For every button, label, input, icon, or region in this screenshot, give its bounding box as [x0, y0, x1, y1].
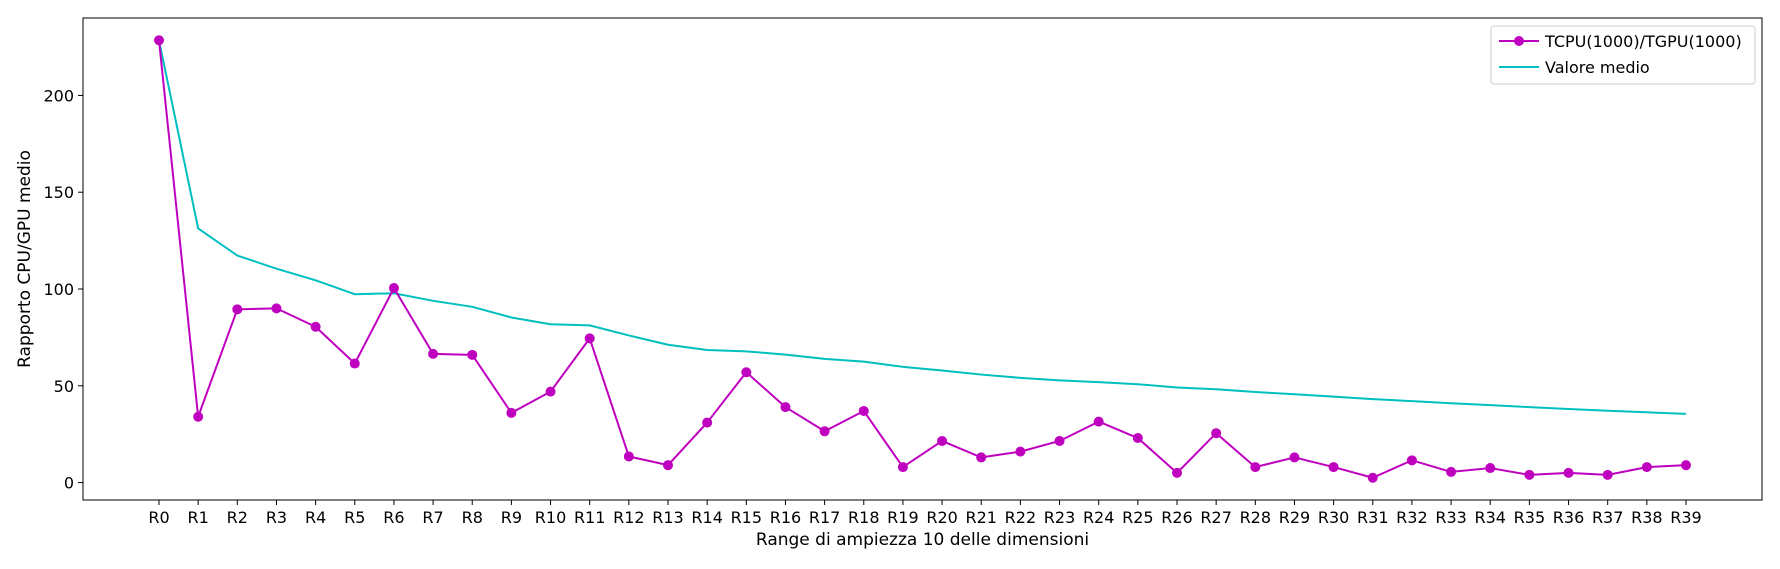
legend-label-valore-medio: Valore medio — [1545, 58, 1650, 77]
data-point — [1641, 462, 1652, 473]
data-point — [1054, 435, 1065, 446]
data-point — [193, 411, 204, 422]
x-tick-label: R13 — [652, 508, 683, 527]
x-tick-label: R29 — [1279, 508, 1310, 527]
x-tick-label: R11 — [574, 508, 605, 527]
y-tick-label: 50 — [54, 377, 74, 396]
x-axis-label: Range di ampiezza 10 delle dimensioni — [756, 530, 1089, 550]
x-tick-label: R5 — [344, 508, 365, 527]
plot-area — [82, 17, 1763, 501]
x-tick-label: R12 — [613, 508, 644, 527]
data-point — [388, 283, 399, 294]
y-tick-label: 0 — [64, 474, 74, 493]
x-tick-label: R27 — [1200, 508, 1231, 527]
data-point — [858, 405, 869, 416]
y-axis: 0 50 100 150 200 — [43, 86, 83, 493]
legend-box — [1490, 25, 1756, 85]
data-point — [428, 348, 439, 359]
x-tick-label: R23 — [1044, 508, 1075, 527]
x-tick-label: R3 — [266, 508, 287, 527]
x-tick-label: R8 — [462, 508, 483, 527]
data-point — [1211, 428, 1222, 439]
y-tick-label: 150 — [43, 183, 74, 202]
data-point — [1132, 433, 1143, 444]
data-point — [897, 462, 908, 473]
x-tick-label: R17 — [809, 508, 840, 527]
x-tick-label: R6 — [383, 508, 404, 527]
x-tick-label: R24 — [1083, 508, 1114, 527]
legend-label-tcpu-tgpu: TCPU(1000)/TGPU(1000) — [1544, 32, 1742, 51]
data-point — [545, 386, 556, 397]
data-point — [1172, 467, 1182, 478]
legend: TCPU(1000)/TGPU(1000) Valore medio — [1490, 25, 1756, 85]
data-point — [1602, 469, 1613, 480]
x-tick-label: R22 — [1005, 508, 1036, 527]
x-tick-label: R2 — [227, 508, 248, 527]
x-tick-label: R33 — [1435, 508, 1466, 527]
x-tick-label: R9 — [501, 508, 522, 527]
data-point — [1485, 463, 1496, 474]
data-point — [154, 35, 164, 46]
data-point — [1406, 455, 1417, 466]
x-tick-label: R35 — [1514, 508, 1545, 527]
x-tick-label: R4 — [305, 508, 326, 527]
y-tick-label: 200 — [43, 86, 74, 105]
x-tick-label: R34 — [1474, 508, 1505, 527]
data-point — [1681, 460, 1691, 471]
data-point — [467, 349, 478, 360]
x-tick-label: R36 — [1553, 508, 1584, 527]
x-tick-label: R31 — [1357, 508, 1388, 527]
data-point — [976, 452, 987, 463]
x-tick-label: R1 — [188, 508, 209, 527]
x-tick-label: R28 — [1240, 508, 1271, 527]
x-tick-label: R15 — [731, 508, 762, 527]
x-tick-label: R10 — [535, 508, 566, 527]
data-point — [741, 367, 752, 378]
data-point — [702, 417, 713, 428]
data-point — [232, 304, 243, 315]
data-point — [349, 358, 360, 369]
x-tick-label: R30 — [1318, 508, 1349, 527]
data-point — [584, 333, 595, 344]
series-line-tcpu-tgpu — [158, 40, 1687, 479]
x-tick-label: R25 — [1122, 508, 1153, 527]
data-point — [310, 321, 321, 332]
data-point — [1093, 416, 1104, 427]
data-point — [819, 426, 830, 437]
data-point — [623, 451, 634, 462]
data-point — [937, 435, 948, 446]
y-tick-label: 100 — [43, 280, 74, 299]
x-tick-label: R14 — [691, 508, 722, 527]
series-line-valore-medio — [158, 40, 1687, 415]
data-point — [1250, 462, 1261, 473]
data-point — [1289, 452, 1300, 463]
data-point — [1563, 467, 1574, 478]
data-point — [1015, 446, 1026, 457]
x-tick-label: R18 — [848, 508, 879, 527]
x-tick-label: R7 — [422, 508, 443, 527]
x-tick-label: R20 — [926, 508, 957, 527]
x-tick-label: R21 — [965, 508, 996, 527]
x-tick-label: R38 — [1631, 508, 1662, 527]
x-tick-label: R37 — [1592, 508, 1623, 527]
x-tick-label: R0 — [148, 508, 169, 527]
data-point — [506, 407, 517, 418]
x-tick-label: R26 — [1161, 508, 1192, 527]
series-layer — [154, 35, 1691, 483]
x-tick-label: R16 — [770, 508, 801, 527]
data-point — [1446, 466, 1457, 477]
data-point — [1328, 462, 1339, 473]
x-tick-label: R39 — [1670, 508, 1701, 527]
data-point — [271, 303, 282, 314]
data-point — [1367, 472, 1378, 483]
data-point — [1524, 469, 1535, 480]
data-point — [780, 402, 791, 413]
data-point — [663, 460, 673, 471]
x-tick-label: R19 — [887, 508, 918, 527]
x-axis: R0 R1 R2 R3 R4 R5 R6 R7 R8 R9 R10 R11 R12 R13 R14 R15 R1… — [148, 500, 1702, 527]
legend-marker-tcpu-tgpu — [1514, 36, 1524, 46]
x-tick-label: R32 — [1396, 508, 1427, 527]
y-axis-label: Rapporto CPU/GPU medio — [15, 150, 35, 368]
